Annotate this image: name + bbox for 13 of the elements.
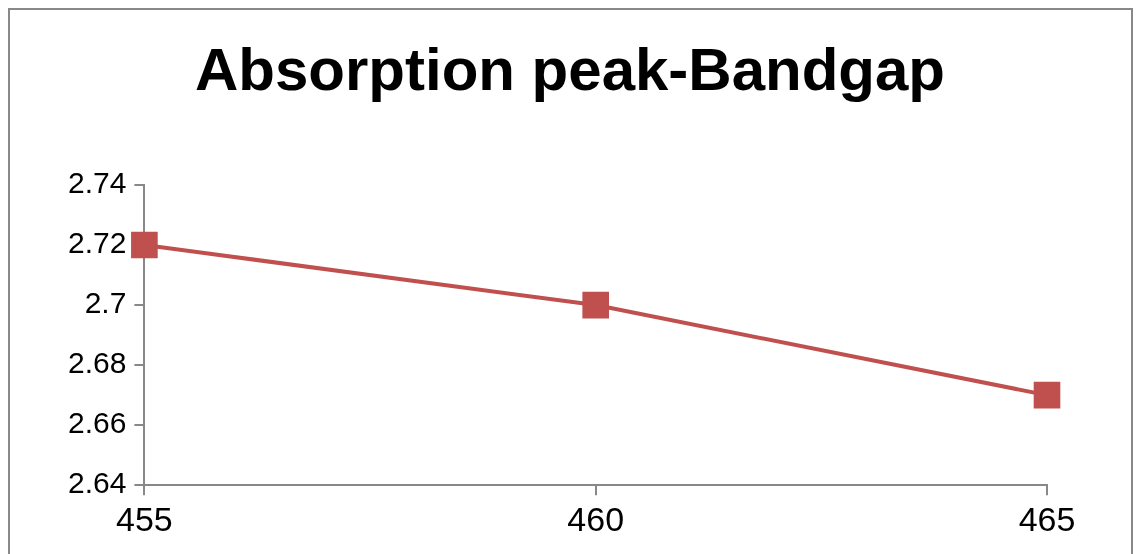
point xyxy=(582,291,610,319)
x-tick-label: 455 xyxy=(116,499,173,538)
y-tick-label: 2.74 xyxy=(68,166,127,200)
x-tick-label: 465 xyxy=(1018,499,1076,538)
point xyxy=(131,231,158,259)
chart-title: Absorption peak-Bandgap xyxy=(194,36,946,104)
point xyxy=(1033,381,1061,409)
y-tick-label: 2.68 xyxy=(68,346,127,380)
y-tick-label: 2.72 xyxy=(68,226,127,260)
y-tick-label: 2.66 xyxy=(68,406,127,440)
y-tick-label: 2.64 xyxy=(68,466,127,500)
x-tick-label: 460 xyxy=(567,499,625,538)
y-tick-label: 2.7 xyxy=(84,286,127,320)
